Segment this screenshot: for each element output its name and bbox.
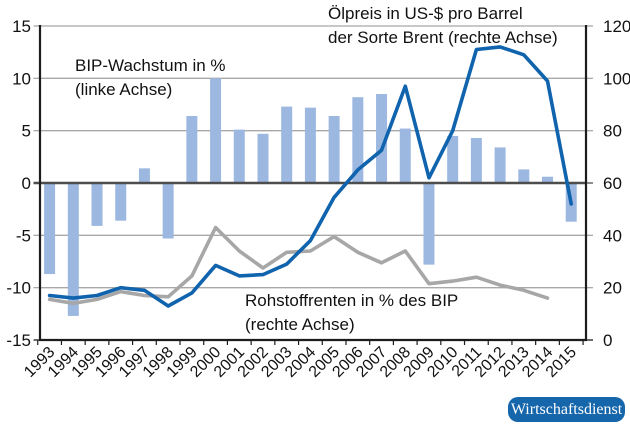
rohstoff-annotation-line1: Rohstoffrenten in % des BIP [245, 291, 459, 310]
bar-1994 [67, 183, 79, 316]
bar-2014 [542, 176, 554, 183]
bar-2004 [304, 107, 316, 183]
right-axis-label: 20 [603, 279, 622, 298]
bar-2008 [399, 128, 411, 183]
badge-label: Wirtschaftsdienst [510, 401, 623, 418]
bar-2013 [518, 169, 530, 183]
bar-1996 [115, 183, 127, 221]
bar-1999 [186, 116, 198, 183]
bip-annotation-line1: BIP-Wachstum in % [75, 56, 226, 75]
bip-growth-annotation: BIP-Wachstum in % (linke Achse) [75, 54, 226, 102]
bar-2010 [447, 135, 459, 183]
left-axis-label: -5 [16, 226, 31, 245]
right-axis-label: 120 [603, 17, 630, 36]
oil-annotation-line2: der Sorte Brent (rechte Achse) [328, 28, 558, 47]
left-axis-label: -10 [6, 279, 31, 298]
bar-2000 [210, 78, 222, 183]
bar-2007 [376, 94, 388, 183]
bar-2003 [281, 106, 293, 183]
right-axis-label: 80 [603, 122, 622, 141]
right-axis-label: 100 [603, 69, 630, 88]
right-axis-label: 40 [603, 226, 622, 245]
oil-price-line [47, 45, 574, 308]
left-axis-label: -15 [6, 331, 31, 350]
oil-annotation-line1: Ölpreis in US-$ pro Barrel [328, 4, 523, 23]
oil-price-annotation: Ölpreis in US-$ pro Barrel der Sorte Bre… [328, 2, 558, 50]
left-axis-label: 10 [12, 69, 31, 88]
wirtschaftsdienst-badge: Wirtschaftsdienst [508, 397, 625, 422]
bar-2005 [328, 116, 340, 183]
bar-2001 [233, 129, 245, 183]
left-axis-label: 0 [22, 174, 31, 193]
bar-2012 [494, 147, 506, 183]
bar-1995 [91, 183, 103, 226]
bar-1998 [162, 183, 174, 239]
bip-annotation-line2: (linke Achse) [75, 80, 173, 99]
bar-2006 [352, 97, 364, 183]
resource-rents-annotation: Rohstoffrenten in % des BIP (rechte Achs… [245, 289, 458, 337]
bar-1997 [138, 168, 150, 183]
bar-2011 [470, 137, 482, 183]
rohstoff-annotation-line2: (rechte Achse) [245, 315, 355, 334]
bar-2002 [257, 133, 269, 183]
right-axis-label: 0 [603, 331, 612, 350]
right-axis-label: 60 [603, 174, 622, 193]
bar-1993 [44, 183, 56, 275]
left-axis-label: 15 [12, 17, 31, 36]
bar-2009 [423, 183, 435, 265]
left-axis-label: 5 [22, 122, 31, 141]
